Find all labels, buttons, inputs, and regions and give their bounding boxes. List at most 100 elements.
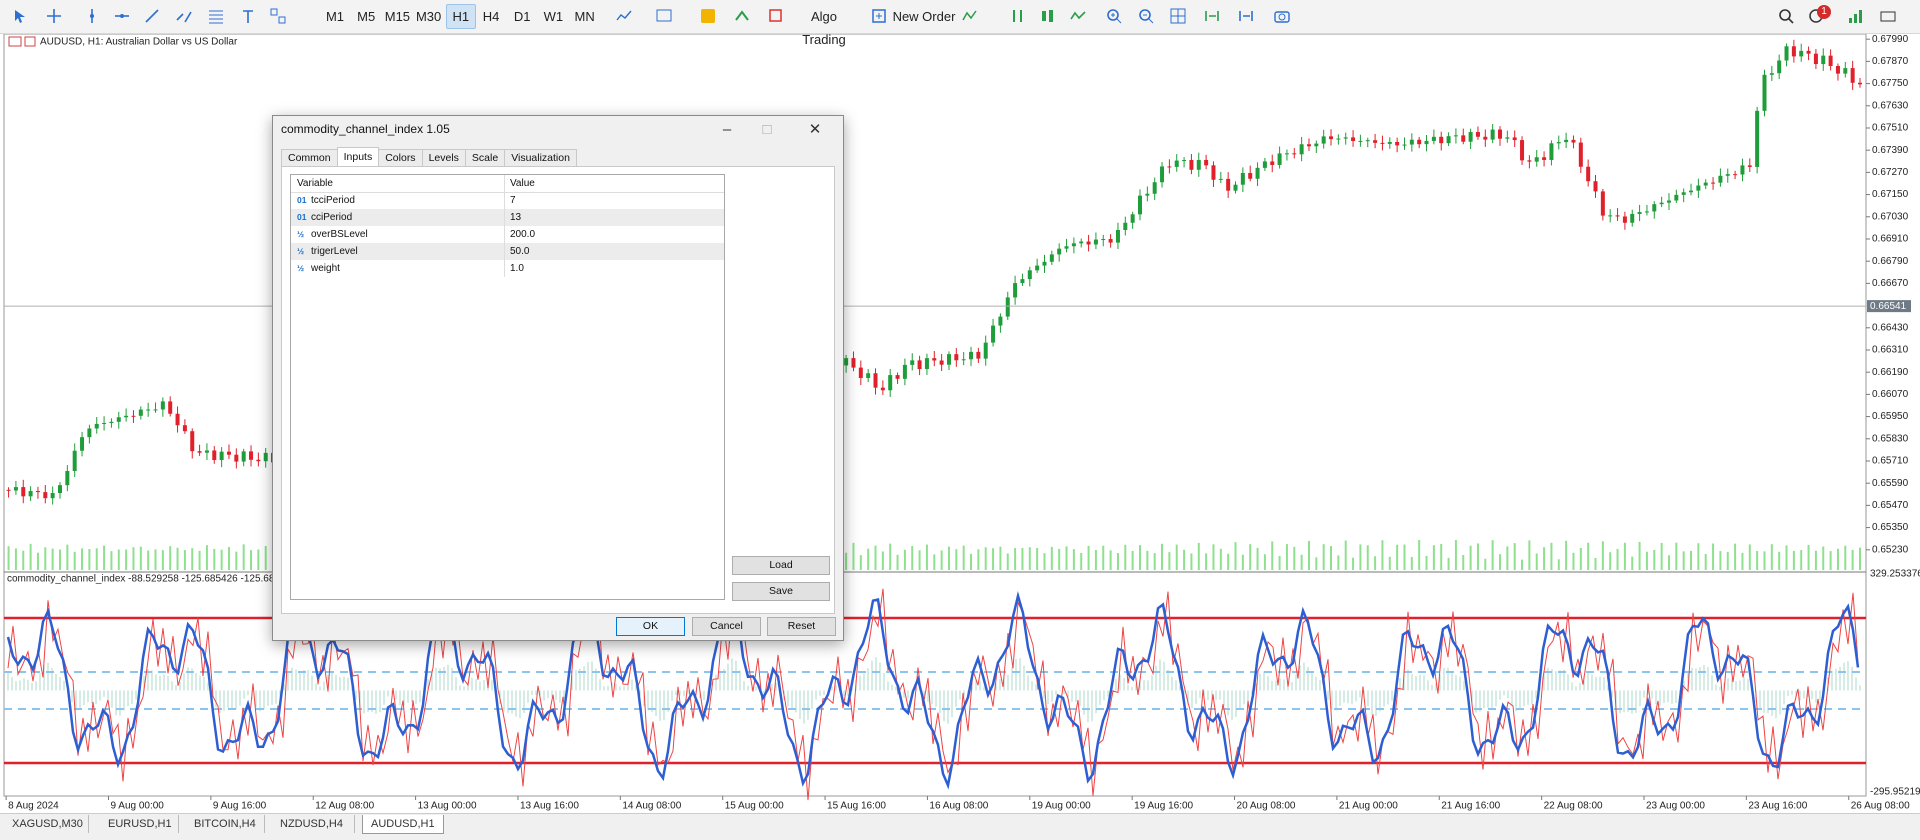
timeframe-button[interactable]: H4 xyxy=(482,9,500,24)
candle-body xyxy=(1108,239,1113,243)
time-label: 15 Aug 16:00 xyxy=(827,801,886,812)
input-value[interactable]: 13 xyxy=(510,212,522,223)
load-button[interactable]: Load xyxy=(732,556,830,575)
tile-windows[interactable] xyxy=(1170,8,1186,24)
cancel-button[interactable]: Cancel xyxy=(692,617,761,636)
symbol-tab[interactable]: XAGUSD,M30 xyxy=(4,815,89,833)
maximize-button[interactable]: □ xyxy=(762,121,772,138)
input-row[interactable]: 01 cciPeriod 13 xyxy=(291,209,724,226)
price-label: 0.66910 xyxy=(1872,234,1909,245)
timeframe-button[interactable]: M5 xyxy=(357,9,376,24)
dialog-tab[interactable]: Levels xyxy=(421,149,466,166)
table-header: Variable Value xyxy=(291,175,724,193)
candle-body xyxy=(1666,200,1671,203)
dialog-title: commodity_channel_index 1.05 xyxy=(281,122,450,136)
symbol-tab[interactable]: AUDUSD,H1 xyxy=(362,815,444,834)
candle-body xyxy=(858,367,863,378)
timeframe-button[interactable]: W1 xyxy=(543,9,564,24)
dialog-tabs: Common Inputs Colors Levels Scale Visualizati… xyxy=(281,147,577,166)
input-row[interactable]: 01 tcciPeriod 7 xyxy=(291,192,724,209)
input-row[interactable]: ½ trigerLevel 50.0 xyxy=(291,243,724,260)
algo-trading-button[interactable]: Algo Trading xyxy=(802,9,846,47)
cursor-tool[interactable] xyxy=(12,8,28,24)
input-row[interactable]: ½ overBSLevel 200.0 xyxy=(291,226,724,243)
timeframe-button[interactable]: M30 xyxy=(415,9,442,24)
time-label: 20 Aug 08:00 xyxy=(1237,801,1296,812)
candle-body xyxy=(1380,142,1385,144)
market[interactable] xyxy=(700,8,716,24)
screenshot[interactable] xyxy=(1274,8,1290,24)
indicator-label: commodity_channel_index -88.529258 -125.… xyxy=(7,574,297,585)
candle-body xyxy=(1079,241,1084,244)
input-value[interactable]: 50.0 xyxy=(510,246,530,257)
candle-body xyxy=(1167,166,1172,168)
dialog-tab[interactable]: Common xyxy=(281,149,338,166)
ok-button[interactable]: OK xyxy=(616,617,685,636)
candle-body xyxy=(932,358,937,361)
price-label: 0.65950 xyxy=(1872,411,1909,422)
algo-toggle[interactable] xyxy=(768,8,784,24)
timeframe-button[interactable]: M1 xyxy=(325,9,345,24)
dialog-tab[interactable]: Scale xyxy=(464,149,506,166)
candle-body xyxy=(1020,279,1025,284)
zoom-in[interactable] xyxy=(1106,8,1122,24)
timeframe-button[interactable]: H1 xyxy=(445,4,476,29)
candle-body xyxy=(138,409,143,416)
line-mode[interactable] xyxy=(1070,8,1086,24)
new-order-button[interactable]: New Order xyxy=(892,9,956,24)
input-value[interactable]: 7 xyxy=(510,195,516,206)
candle-body xyxy=(1659,202,1664,205)
input-row[interactable]: ½ weight 1.0 xyxy=(291,260,724,277)
channel-tool[interactable] xyxy=(176,8,192,24)
text-tool[interactable] xyxy=(240,8,256,24)
input-value[interactable]: 200.0 xyxy=(510,229,536,240)
candle-body xyxy=(1123,222,1128,230)
candle-body xyxy=(21,487,26,497)
chart-type[interactable] xyxy=(616,8,632,24)
account[interactable] xyxy=(1880,8,1896,24)
close-button[interactable]: ✕ xyxy=(808,121,822,138)
symbol-tab[interactable]: BITCOIN,H4 xyxy=(186,815,265,833)
algo-icon[interactable] xyxy=(734,8,750,24)
fibo-tool[interactable] xyxy=(208,8,224,24)
symbol-tab[interactable]: EURUSD,H1 xyxy=(100,815,179,833)
candles-mode[interactable] xyxy=(1040,8,1056,24)
new-order-icon[interactable] xyxy=(871,8,887,24)
candle-body xyxy=(1534,157,1539,162)
cci-line xyxy=(6,591,1860,790)
candle-body xyxy=(124,415,129,418)
search[interactable] xyxy=(1778,8,1794,24)
candle-body xyxy=(961,359,966,361)
candle-body xyxy=(1674,194,1679,201)
candle-body xyxy=(1211,165,1216,180)
candle-body xyxy=(1145,193,1150,196)
autoscroll[interactable] xyxy=(1204,8,1220,24)
dialog-tab[interactable]: Visualization xyxy=(504,149,577,166)
timeframe-button[interactable]: MN xyxy=(574,9,595,24)
chart-shift[interactable] xyxy=(1238,8,1254,24)
dialog-tab[interactable]: Inputs xyxy=(336,147,380,166)
minimize-button[interactable]: – xyxy=(722,121,732,138)
timeframe-button[interactable]: M15 xyxy=(384,9,411,24)
candle-body xyxy=(190,431,195,452)
reset-button[interactable]: Reset xyxy=(767,617,836,636)
candle-body xyxy=(241,451,246,462)
trendline-tool[interactable] xyxy=(144,8,160,24)
crosshair-tool[interactable] xyxy=(46,8,62,24)
candle-body xyxy=(1336,138,1341,140)
hline-tool[interactable] xyxy=(114,8,130,24)
save-button[interactable]: Save xyxy=(732,582,830,601)
dialog-tab[interactable]: Colors xyxy=(378,149,423,166)
candle-body xyxy=(1086,241,1091,245)
shapes-tool[interactable] xyxy=(270,8,286,24)
zoom-out[interactable] xyxy=(1138,8,1154,24)
templates[interactable] xyxy=(656,8,672,24)
candle-body xyxy=(1255,167,1260,179)
symbol-tab[interactable]: NZDUSD,H4 xyxy=(272,815,355,833)
depth[interactable] xyxy=(1010,8,1026,24)
price-label: 0.66790 xyxy=(1872,256,1909,267)
vline-tool[interactable] xyxy=(84,8,100,24)
input-value[interactable]: 1.0 xyxy=(510,263,524,274)
signals[interactable] xyxy=(962,8,978,24)
timeframe-button[interactable]: D1 xyxy=(513,9,531,24)
